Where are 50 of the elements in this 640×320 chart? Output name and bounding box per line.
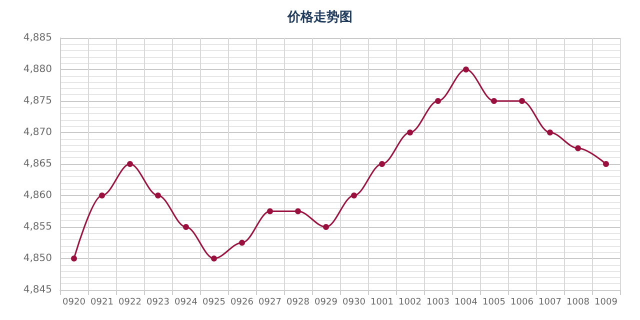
- x-tick-label: 1006: [510, 298, 534, 308]
- point: [575, 145, 581, 152]
- x-tick-label: 1008: [566, 298, 590, 308]
- point: [295, 208, 301, 214]
- x-tick-label: 0923: [146, 298, 170, 308]
- point: [379, 161, 385, 167]
- chart-title: 价格走势图: [286, 9, 352, 25]
- y-tick-label: 4,850: [23, 253, 52, 264]
- point: [519, 98, 525, 104]
- x-tick-label: 0922: [118, 298, 142, 308]
- y-tick-label: 4,885: [23, 32, 52, 44]
- x-tick-label: 0929: [314, 298, 338, 308]
- point: [155, 192, 161, 198]
- x-tick-label: 0925: [202, 298, 226, 308]
- y-tick-label: 4,870: [23, 127, 52, 138]
- y-tick-label: 4,880: [23, 64, 52, 75]
- point: [71, 256, 77, 262]
- point: [603, 161, 609, 167]
- y-tick-label: 4,875: [23, 96, 52, 106]
- x-tick-label: 0921: [90, 298, 114, 308]
- point: [547, 130, 553, 136]
- point: [99, 192, 105, 198]
- x-tick-label: 0920: [62, 298, 86, 308]
- point: [239, 240, 245, 246]
- point: [407, 130, 413, 136]
- x-tick-label: 0927: [258, 298, 282, 308]
- x-tick-label: 1005: [482, 298, 506, 308]
- point: [435, 98, 441, 104]
- point: [323, 224, 329, 230]
- x-tick-label: 0928: [286, 298, 310, 308]
- x-tick-label: 1001: [370, 298, 394, 308]
- x-tick-label: 0926: [230, 298, 254, 308]
- x-tick-label: 1009: [594, 298, 618, 308]
- point: [463, 66, 469, 72]
- y-tick-label: 4,855: [23, 222, 52, 232]
- x-tick-label: 0924: [174, 298, 198, 308]
- x-tick-label: 1004: [454, 298, 478, 308]
- x-tick-label: 1003: [426, 298, 450, 308]
- point: [267, 208, 273, 214]
- x-tick-label: 0930: [342, 298, 366, 308]
- point: [491, 98, 497, 104]
- point: [127, 161, 133, 167]
- point: [211, 256, 217, 262]
- y-tick-label: 4,845: [23, 284, 52, 296]
- y-tick-label: 4,860: [23, 190, 52, 201]
- point: [351, 192, 357, 198]
- x-tick-label: 1002: [398, 298, 422, 308]
- point: [183, 224, 189, 230]
- x-tick-label: 1007: [538, 298, 562, 308]
- y-tick-label: 4,865: [23, 158, 52, 170]
